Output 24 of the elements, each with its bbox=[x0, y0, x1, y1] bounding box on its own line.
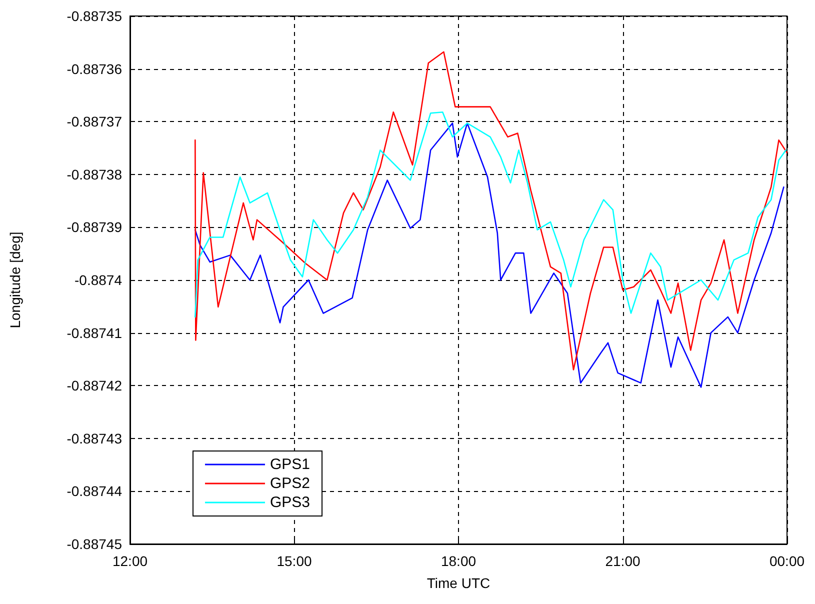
y-tick-label: -0.88745 bbox=[66, 536, 122, 552]
x-tick-label: 21:00 bbox=[605, 553, 640, 569]
y-tick-label: -0.88743 bbox=[66, 430, 122, 446]
y-tick-label: -0.88735 bbox=[66, 8, 122, 24]
y-tick-label: -0.88736 bbox=[66, 60, 122, 77]
legend-label: GPS1 bbox=[270, 456, 310, 473]
y-tick-label: -0.88738 bbox=[66, 166, 122, 182]
x-tick-label: 00:00 bbox=[769, 553, 805, 569]
y-tick-label: -0.88741 bbox=[66, 324, 122, 341]
y-tick-label: -0.88737 bbox=[66, 114, 122, 130]
y-tick-label: -0.88742 bbox=[66, 378, 122, 394]
line-series bbox=[194, 122, 784, 388]
y-tick-label: -0.88739 bbox=[66, 219, 122, 236]
y-tick-label: -0.88744 bbox=[66, 483, 122, 500]
x-axis-title: Time UTC bbox=[426, 575, 490, 591]
y-axis-title: Longitude [deg] bbox=[7, 232, 23, 328]
x-tick-label: 12:00 bbox=[112, 553, 148, 569]
line-series bbox=[194, 111, 787, 318]
legend-label: GPS2 bbox=[270, 475, 310, 492]
x-tick-label: 15:00 bbox=[276, 553, 312, 569]
y-tick-label: -0.8874 bbox=[74, 272, 122, 288]
line-series bbox=[194, 51, 788, 370]
legend-label: GPS3 bbox=[270, 494, 310, 511]
x-tick-label: 18:00 bbox=[440, 553, 476, 569]
